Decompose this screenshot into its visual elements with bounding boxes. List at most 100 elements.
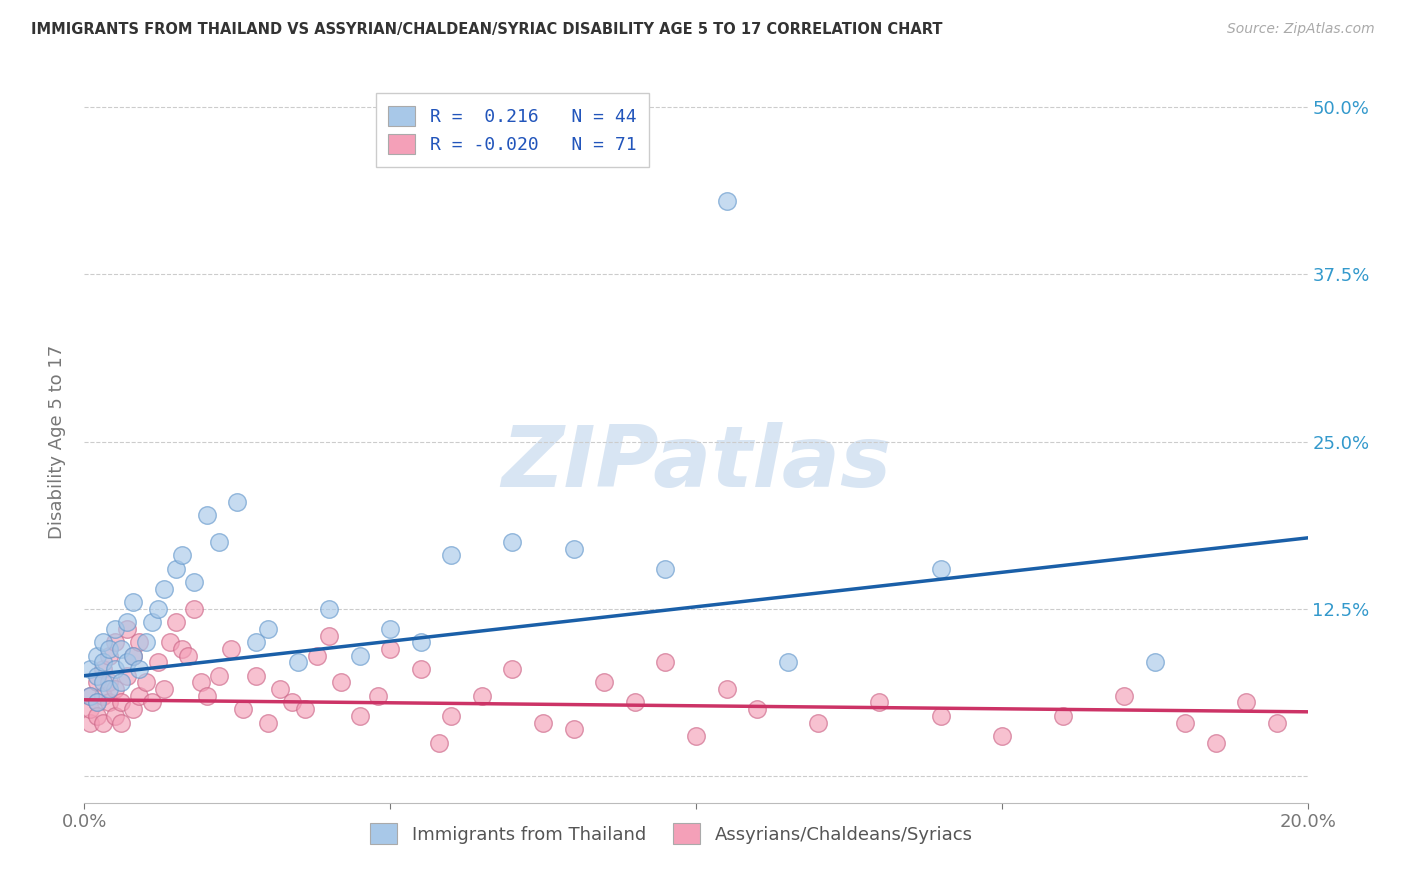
Point [79, 662, 101, 676]
Point [195, 689, 218, 703]
Point [115, 615, 138, 630]
Point [86, 648, 108, 663]
Point [305, 648, 328, 663]
Point [165, 615, 187, 630]
Point [245, 635, 267, 649]
Point [807, 715, 830, 730]
Point [177, 648, 200, 663]
Point [1114, 689, 1136, 703]
Point [104, 708, 127, 723]
Point [153, 582, 176, 596]
Point [183, 602, 205, 616]
Point [929, 562, 952, 576]
Point [159, 635, 181, 649]
Point [91, 662, 114, 676]
Point [318, 629, 340, 643]
Point [104, 622, 127, 636]
Point [219, 642, 242, 657]
Point [97, 648, 120, 663]
Point [122, 702, 145, 716]
Text: ZIPatlas: ZIPatlas [501, 422, 891, 505]
Point [110, 715, 132, 730]
Point [747, 702, 769, 716]
Point [141, 615, 163, 630]
Point [110, 696, 132, 710]
Point [91, 689, 114, 703]
Point [172, 642, 194, 657]
Point [624, 696, 647, 710]
Point [122, 648, 145, 663]
Point [190, 675, 212, 690]
Y-axis label: Disability Age 5 to 17: Disability Age 5 to 17 [48, 344, 66, 539]
Text: Source: ZipAtlas.com: Source: ZipAtlas.com [1227, 22, 1375, 37]
Point [287, 655, 309, 669]
Point [685, 729, 707, 743]
Point [104, 662, 127, 676]
Point [208, 535, 231, 549]
Point [257, 715, 280, 730]
Point [367, 689, 389, 703]
Point [409, 635, 432, 649]
Point [91, 635, 114, 649]
Point [110, 642, 132, 657]
Point [128, 662, 150, 676]
Point [1174, 715, 1197, 730]
Point [195, 508, 218, 523]
Point [91, 675, 114, 690]
Point [245, 669, 267, 683]
Point [97, 696, 120, 710]
Point [502, 535, 524, 549]
Point [929, 708, 952, 723]
Point [716, 681, 738, 696]
Point [776, 655, 799, 669]
Point [115, 669, 138, 683]
Point [409, 662, 432, 676]
Point [593, 675, 616, 690]
Point [86, 696, 108, 710]
Point [91, 655, 114, 669]
Point [269, 681, 291, 696]
Point [380, 622, 402, 636]
Point [318, 602, 340, 616]
Point [1265, 715, 1288, 730]
Point [122, 648, 145, 663]
Point [79, 689, 101, 703]
Point [122, 595, 145, 609]
Point [502, 662, 524, 676]
Point [115, 655, 138, 669]
Legend: Immigrants from Thailand, Assyrians/Chaldeans/Syriacs: Immigrants from Thailand, Assyrians/Chal… [370, 823, 973, 845]
Point [79, 702, 101, 716]
Point [226, 494, 249, 508]
Point [115, 622, 138, 636]
Point [281, 696, 304, 710]
Point [654, 562, 676, 576]
Point [165, 562, 187, 576]
Point [440, 548, 463, 563]
Point [1143, 655, 1166, 669]
Point [208, 669, 231, 683]
Point [257, 622, 280, 636]
Point [153, 681, 176, 696]
Point [440, 708, 463, 723]
Point [146, 602, 169, 616]
Point [654, 655, 676, 669]
Point [183, 575, 205, 590]
Point [91, 715, 114, 730]
Point [135, 675, 157, 690]
Point [1205, 735, 1227, 749]
Point [104, 635, 127, 649]
Point [869, 696, 891, 710]
Point [104, 681, 127, 696]
Point [146, 655, 169, 669]
Point [349, 648, 371, 663]
Point [349, 708, 371, 723]
Point [531, 715, 554, 730]
Point [135, 635, 157, 649]
Point [128, 635, 150, 649]
Point [86, 696, 108, 710]
Point [562, 723, 585, 737]
Point [141, 696, 163, 710]
Point [97, 642, 120, 657]
Point [110, 675, 132, 690]
Point [97, 675, 120, 690]
